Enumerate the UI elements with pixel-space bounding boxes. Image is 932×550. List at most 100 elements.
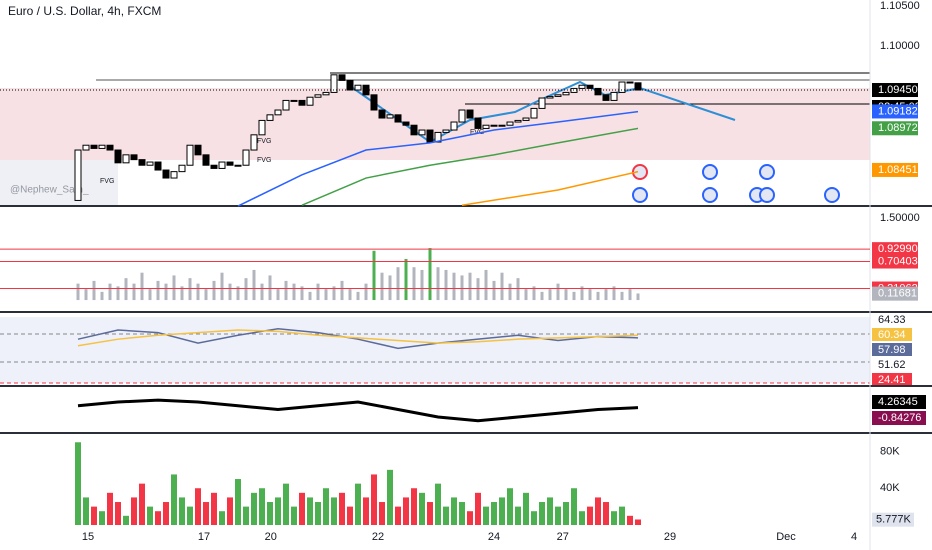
volume-bar (171, 474, 177, 525)
ma-line (77, 398, 639, 423)
price-tag: 1.08451 (872, 162, 918, 177)
volume-bar (611, 511, 617, 525)
volume-bar (83, 497, 89, 525)
bar (556, 283, 560, 301)
candle-body (426, 129, 434, 143)
bar (116, 286, 120, 301)
candle-body (274, 109, 282, 116)
candle-body (234, 164, 242, 167)
bar (636, 293, 640, 301)
candle-body (322, 91, 330, 96)
bar (172, 275, 176, 301)
volume-bar (403, 497, 409, 525)
volume-bar (267, 502, 273, 525)
candle-body (474, 117, 482, 129)
bar (244, 278, 248, 301)
volume-bar (579, 511, 585, 525)
volume-bar (435, 483, 441, 525)
candle-body (586, 84, 594, 89)
bar (580, 286, 584, 301)
y-tick-label: 40K (880, 482, 900, 494)
bar (540, 291, 544, 301)
price-tag-label: 1.09450 (878, 84, 918, 96)
label-box (872, 395, 926, 409)
price-tag-label: 1.09182 (878, 105, 918, 117)
volume-bar (451, 497, 457, 525)
candle-body (298, 99, 306, 106)
label-box (872, 343, 912, 356)
volume-bar (291, 506, 297, 525)
bar (300, 286, 304, 301)
candle-body (370, 94, 378, 111)
volume-bar (483, 506, 489, 525)
bar (260, 283, 264, 301)
bar (596, 291, 600, 301)
candle-body (418, 129, 426, 136)
candle-body (466, 109, 474, 119)
candle-body (130, 154, 138, 161)
candle-body (626, 81, 634, 84)
ma-line (461, 170, 639, 206)
bar (164, 283, 168, 301)
bar (84, 289, 88, 301)
bar (516, 278, 520, 301)
bar (92, 280, 96, 301)
candle-body (290, 99, 298, 102)
volume-bar (635, 519, 641, 525)
candle-body (522, 117, 530, 121)
volume-bar (91, 506, 97, 525)
bar (284, 280, 288, 301)
candle-body (82, 144, 90, 151)
candle-body (202, 154, 210, 166)
volume-bar (619, 506, 625, 525)
candle-body (482, 124, 490, 129)
volume-bar (539, 502, 545, 525)
annotation: FVG (257, 157, 271, 164)
bar (588, 289, 592, 301)
candle-body (378, 109, 386, 119)
price-tag-label: 0.92990 (878, 243, 918, 255)
bar (356, 291, 360, 301)
volume-bar (411, 488, 417, 525)
price-tag: 0.92990 (872, 242, 918, 257)
price-tag-box (872, 242, 918, 257)
candle-body (546, 95, 554, 99)
bar (292, 283, 296, 301)
price-tag-label: 1.08972 (878, 122, 918, 134)
bar (444, 269, 448, 301)
candle-body (154, 161, 162, 171)
bar (620, 291, 624, 301)
price-tag: 1.09450 (872, 83, 918, 98)
pane-separator (0, 311, 932, 313)
candle-body (266, 114, 274, 121)
bar (228, 283, 232, 301)
pane-separator (0, 432, 932, 434)
y-tick-label: 1.50000 (880, 212, 920, 224)
label-box (872, 328, 912, 341)
event-icons (632, 164, 840, 203)
x-tick-label: 29 (664, 531, 676, 543)
bar (500, 272, 504, 301)
candle-body (386, 114, 394, 119)
candle-body (610, 91, 618, 101)
candle-body (506, 121, 514, 126)
volume-bar (243, 506, 249, 525)
volume-bar (219, 511, 225, 525)
volume-bar (131, 497, 137, 525)
bar (220, 272, 224, 301)
volume-bar (499, 497, 505, 525)
price-tag: 0.11681 (872, 286, 918, 301)
candle-body (498, 124, 506, 127)
bar (324, 289, 328, 301)
candle-body (122, 154, 130, 164)
volume-bar (459, 502, 465, 525)
candle-body (226, 161, 234, 166)
candle-body (242, 149, 250, 166)
candle-body (458, 109, 466, 123)
volume-bar (107, 492, 113, 525)
volume-bar (195, 488, 201, 525)
bar (252, 269, 256, 301)
macd-label: -0.84276 (878, 412, 921, 424)
bar (108, 283, 112, 301)
bar (76, 283, 80, 301)
